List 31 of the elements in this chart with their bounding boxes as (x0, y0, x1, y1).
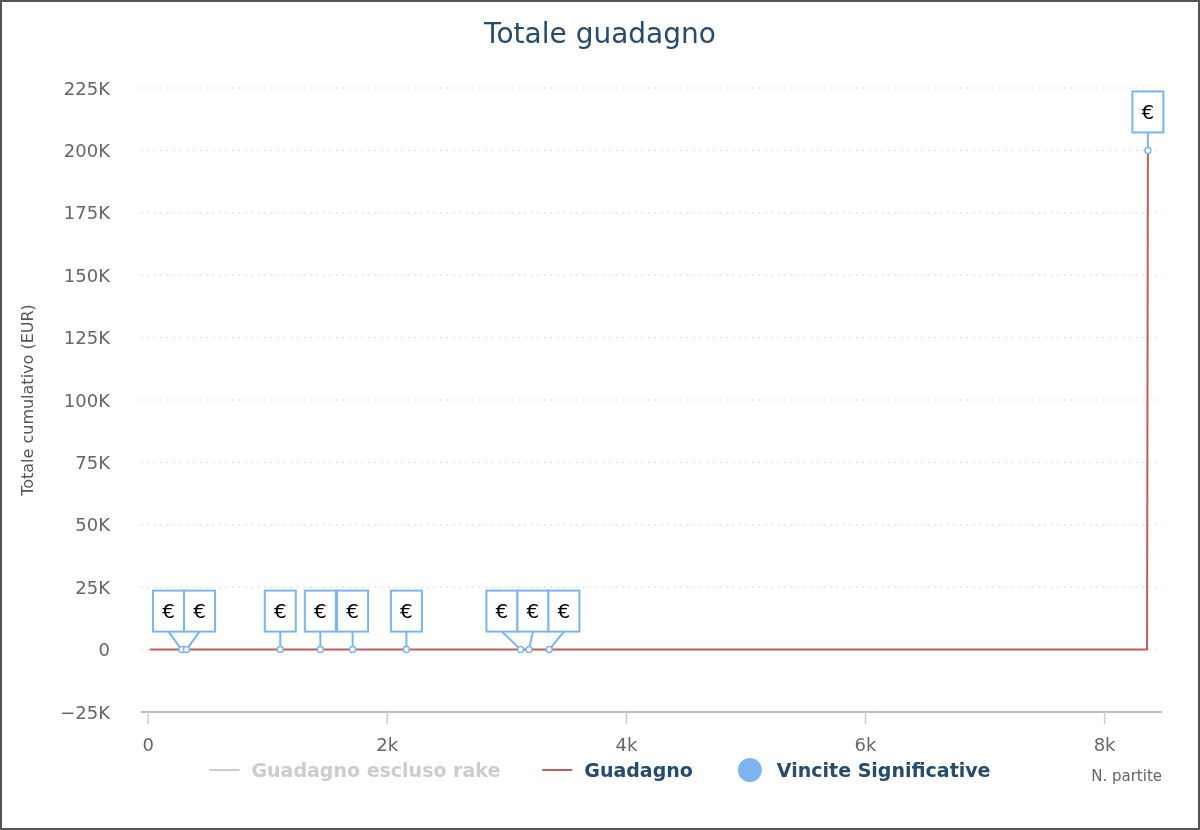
y-tick-label: −25K (60, 701, 112, 723)
data-label: € (526, 599, 540, 624)
y-tick-label: 25K (75, 576, 112, 598)
data-label: € (193, 599, 206, 624)
data-label: € (1141, 99, 1155, 124)
data-label: € (495, 599, 509, 624)
y-tick-label: 125K (63, 327, 112, 349)
y-tick-label: 75K (75, 451, 112, 473)
y-tick-label: 200K (63, 139, 112, 161)
data-label: € (313, 599, 327, 624)
x-tick-label: 6k (854, 733, 878, 755)
x-tick-label: 8k (1093, 733, 1117, 755)
y-tick-label: 150K (63, 264, 112, 286)
legend-label: Vincite Significative (776, 759, 991, 781)
x-tick-label: 4k (615, 733, 638, 755)
x-axis-title: N. partite (1091, 767, 1162, 785)
y-tick-label: 0 (98, 639, 110, 661)
data-label: € (557, 599, 571, 624)
y-tick-label: 175K (63, 202, 112, 224)
data-label: € (162, 599, 175, 624)
legend-label: Guadagno (584, 759, 693, 781)
chart-title: Totale guadagno (483, 16, 716, 50)
data-label: € (400, 599, 413, 624)
x-tick-label: 0 (142, 733, 154, 755)
data-label: € (346, 599, 359, 624)
x-tick-label: 2k (376, 733, 399, 755)
y-tick-label: 100K (63, 389, 112, 411)
y-axis-title: Totale cumulativo (EUR) (17, 304, 37, 497)
y-tick-label: 50K (75, 514, 112, 536)
data-label: € (273, 599, 287, 624)
y-tick-label: 225K (63, 77, 112, 99)
